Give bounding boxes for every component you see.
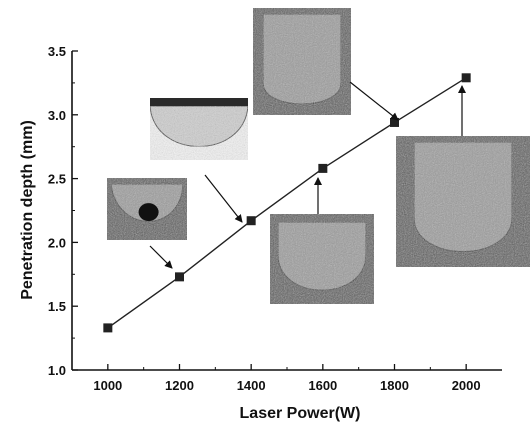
x-axis-title: Laser Power(W) (240, 405, 361, 422)
data-point-marker (461, 73, 471, 83)
y-axis-title: Penetration depth (mm) (19, 120, 36, 300)
x-tick-label: 1000 (93, 378, 122, 393)
inset-micrograph (270, 214, 374, 304)
y-tick-label: 2.5 (48, 172, 66, 187)
inset-micrograph (149, 98, 249, 160)
weld-bead (413, 141, 513, 253)
callout-arrow (204, 174, 243, 223)
y-tick-label: 3.5 (48, 44, 66, 59)
x-tick-label: 1400 (237, 378, 266, 393)
weld-bead (277, 221, 367, 291)
axes (71, 50, 502, 371)
y-tick-label: 1.5 (48, 299, 66, 314)
surface-strip (150, 98, 248, 106)
inset-micrograph (253, 8, 351, 115)
x-tick-label: 1600 (308, 378, 337, 393)
y-tick-label: 1.0 (48, 363, 66, 378)
data-point-marker (103, 323, 113, 333)
callout-arrow (349, 81, 399, 121)
y-tick-label: 3.0 (48, 108, 66, 123)
inset-micrograph (396, 136, 530, 267)
data-point-marker (175, 272, 184, 282)
callout-arrow (149, 245, 173, 269)
x-tick-label: 1800 (380, 378, 409, 393)
weld-bead (149, 105, 249, 147)
y-tick-label: 2.0 (48, 235, 66, 250)
x-tick-label: 2000 (452, 378, 481, 393)
tick-labels: 1000 1200 1400 1600 1800 2000 1.0 1.5 2.0 2.5 3.0 3… (48, 44, 481, 393)
inset-micrograph (107, 178, 187, 240)
data-series (103, 73, 471, 333)
pore (138, 203, 159, 222)
data-point-marker (390, 117, 399, 127)
inset-micrographs (107, 8, 530, 304)
series-line (107, 77, 467, 329)
x-tick-label: 1200 (165, 378, 194, 393)
data-point-marker (318, 163, 328, 173)
data-point-marker (246, 216, 256, 226)
weld-bead (110, 183, 184, 222)
weld-bead (262, 13, 342, 105)
